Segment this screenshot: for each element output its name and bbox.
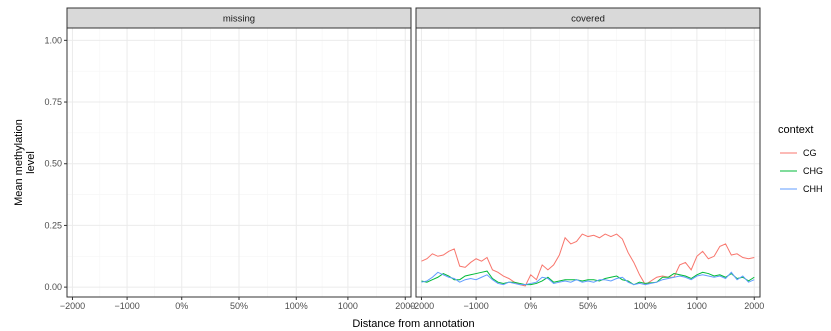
y-tick-label: 0.75	[44, 97, 62, 107]
x-tick-label: −1000	[463, 301, 488, 311]
x-axis-title: Distance from annotation	[352, 318, 474, 330]
series-line-chg	[421, 270, 755, 286]
panel-covered: covered −2000 −1000 0% 50% 100% 1000 2000	[409, 7, 764, 311]
x-tick-label: 50%	[579, 301, 597, 311]
panel-missing: missing −2000 −1000 0% 50% 100% 1000 2000	[60, 7, 415, 311]
legend-label-chh: CHH	[803, 184, 823, 194]
x-tick-label: −1000	[114, 301, 139, 311]
panel-border	[66, 27, 412, 298]
series-line-cg	[421, 233, 755, 287]
x-tick-label: 2000	[744, 301, 764, 311]
x-tick-label: 0%	[524, 301, 537, 311]
series-line-chh	[421, 271, 755, 286]
x-tick-label: 1000	[338, 301, 358, 311]
axis-layer: 0.00 0.25 0.50 0.75 1.00 Distance from annota…	[13, 35, 475, 330]
y-axis-title-line1: Mean methylation	[13, 119, 25, 206]
panels-layer: missing−2000 −1000 0% 50% 100% 1000 2000covere…	[60, 7, 764, 311]
legend-label-chg: CHG	[803, 166, 823, 176]
y-tick-label: 0.00	[44, 282, 62, 292]
panel-border	[415, 27, 761, 298]
x-tick-label: 100%	[285, 301, 308, 311]
legend-title: context	[778, 124, 813, 136]
x-tick-label: 2000	[395, 301, 415, 311]
y-axis-title-line2: level	[25, 151, 37, 174]
x-tick-label: −2000	[60, 301, 85, 311]
y-tick-label: 0.50	[44, 159, 62, 169]
x-tick-label: 100%	[634, 301, 657, 311]
y-tick-label: 0.25	[44, 220, 62, 230]
strip-label: missing	[223, 14, 255, 25]
strip-label: covered	[571, 14, 605, 25]
x-tick-label: 0%	[175, 301, 188, 311]
x-tick-label: 1000	[687, 301, 707, 311]
legend: context CG CHG CHH	[778, 124, 823, 194]
y-tick-label: 1.00	[44, 35, 62, 45]
x-tick-label: −2000	[409, 301, 434, 311]
legend-label-cg: CG	[803, 148, 817, 158]
x-tick-label: 50%	[230, 301, 248, 311]
